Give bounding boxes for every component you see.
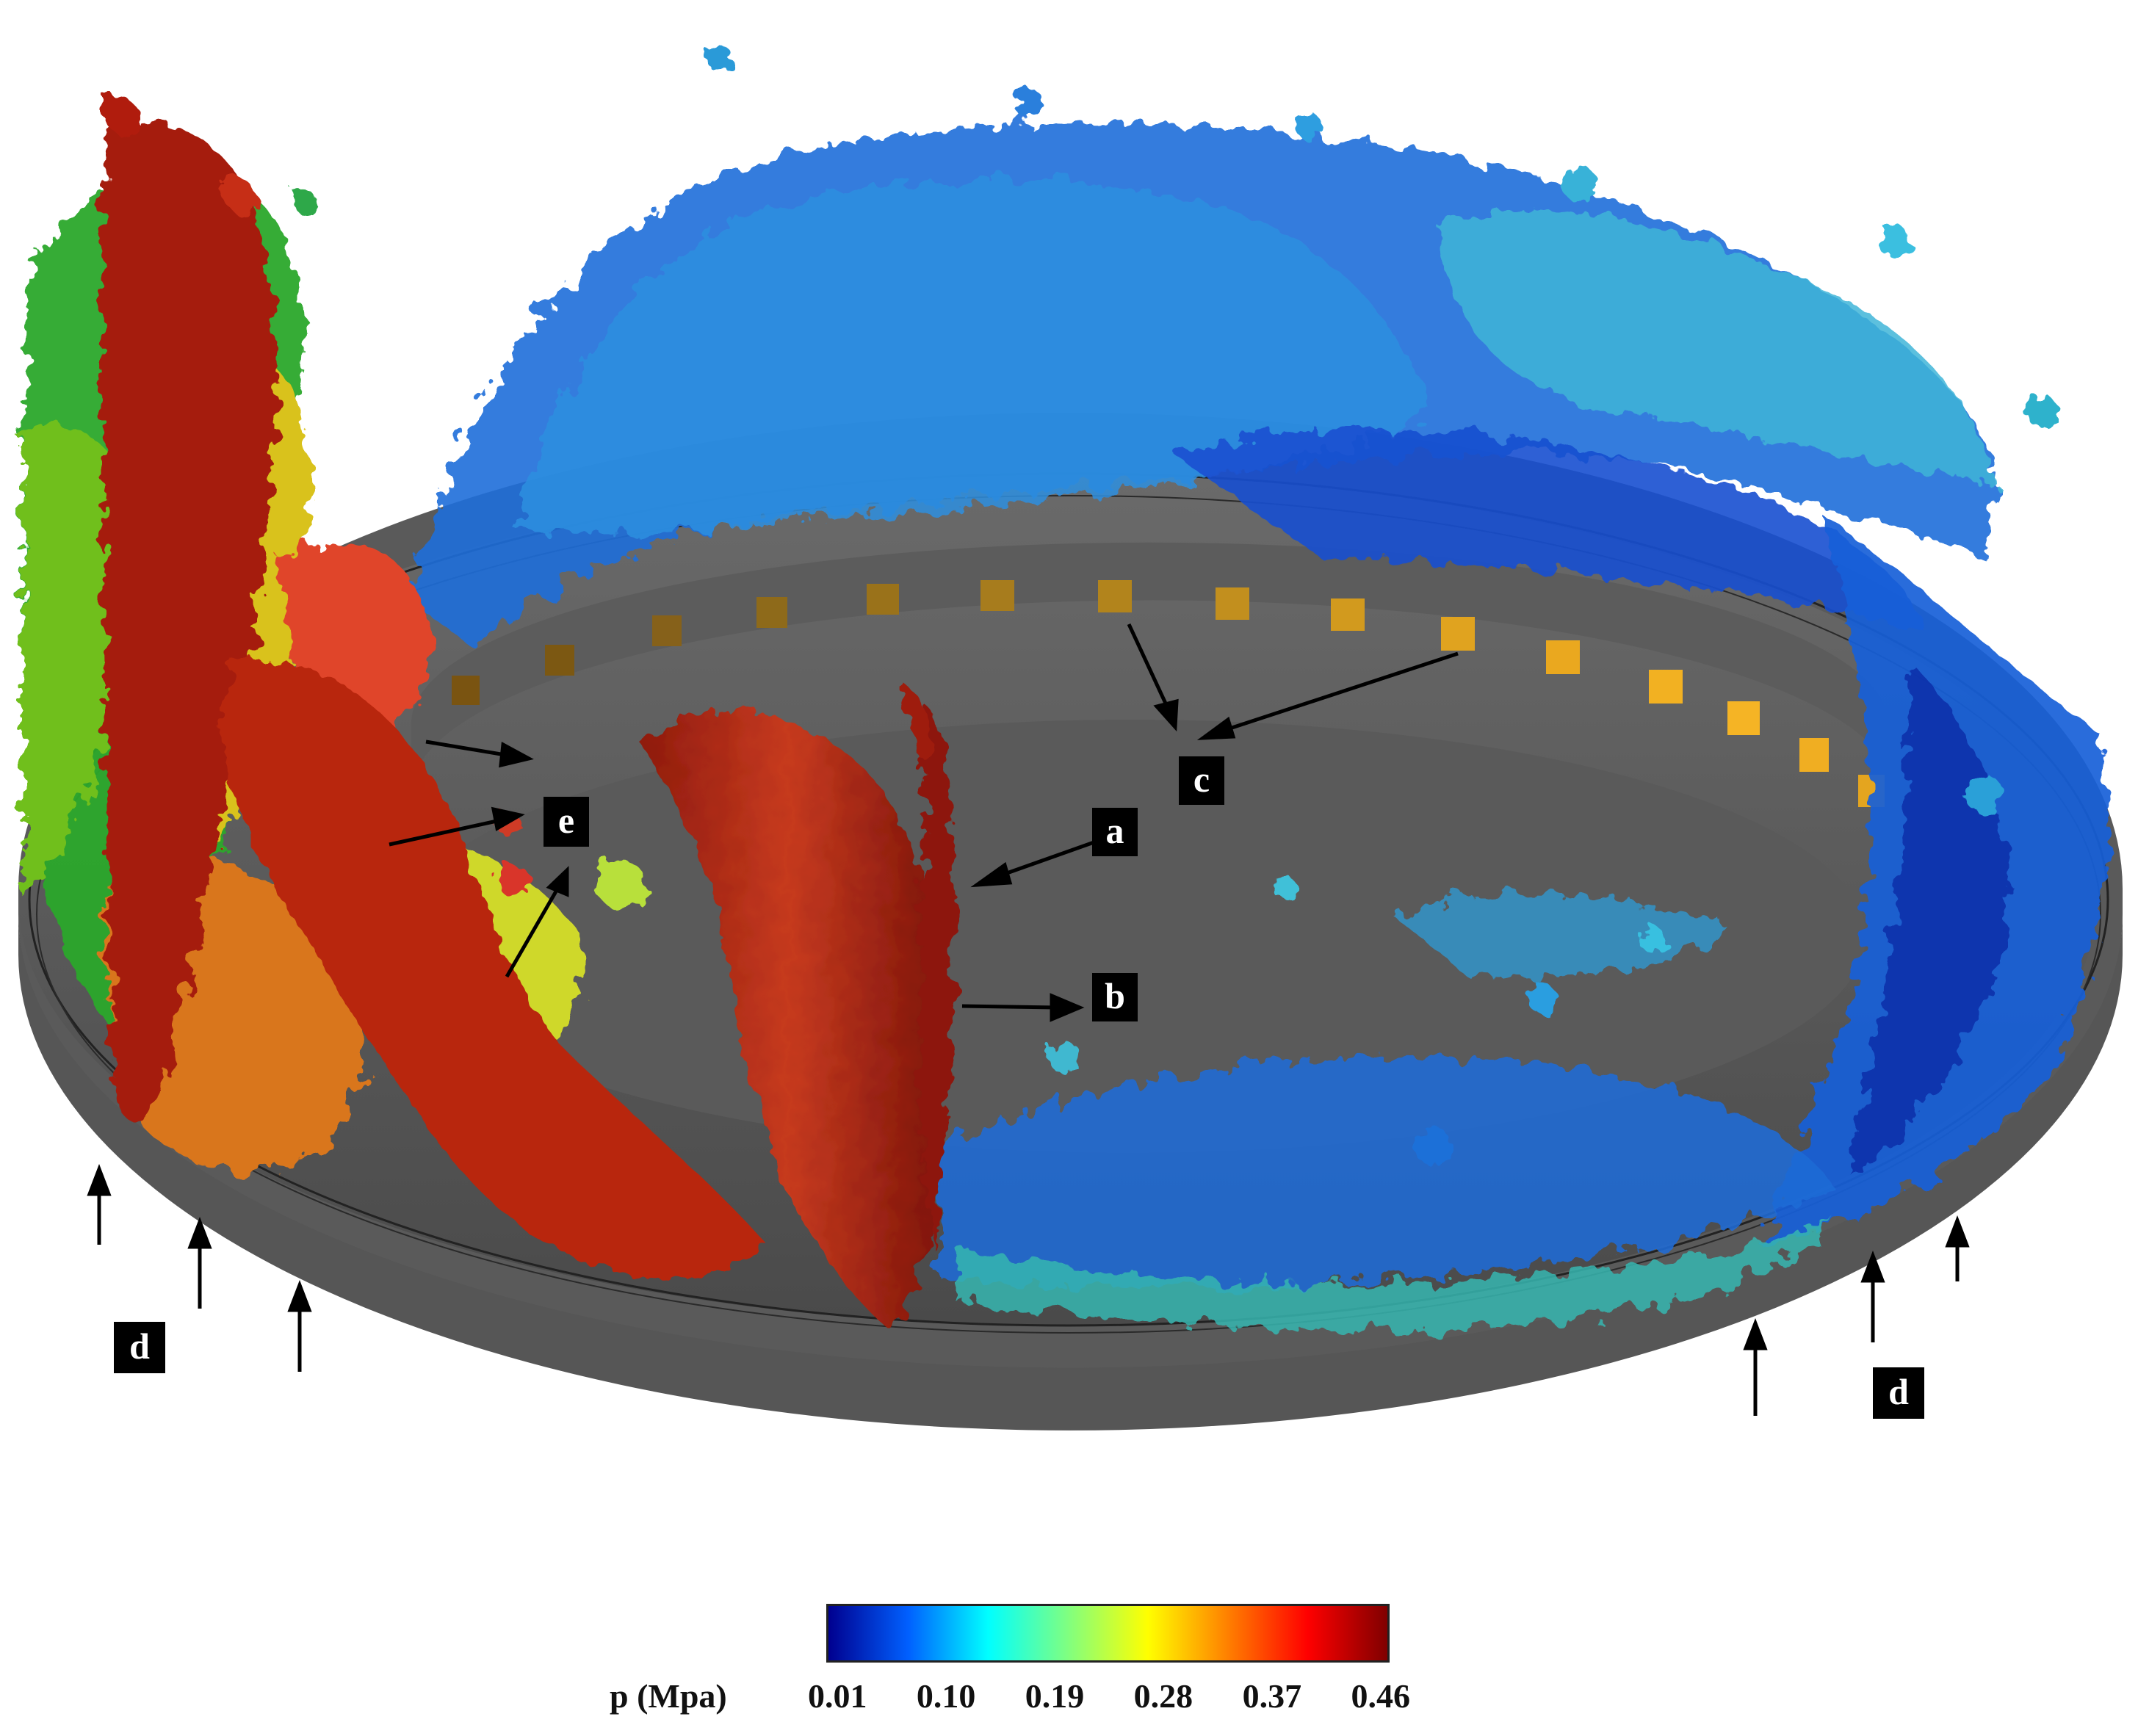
- low-pressure-fragments: [707, 46, 2058, 1165]
- label-d-right: d: [1873, 1367, 1924, 1419]
- colorbar-tick: 0.10: [916, 1677, 976, 1715]
- colorbar-tick: 0.28: [1133, 1677, 1193, 1715]
- colorbar-tick: 0.37: [1242, 1677, 1302, 1715]
- svg-text:d: d: [129, 1325, 150, 1367]
- label-b: b: [1092, 973, 1138, 1021]
- svg-text:b: b: [1105, 975, 1125, 1016]
- annotation-arrows: [87, 623, 1970, 1416]
- svg-text:c: c: [1193, 759, 1210, 800]
- injector-slots: [452, 580, 1885, 807]
- label-c: c: [1179, 756, 1224, 805]
- high-pressure-fragments: [103, 94, 530, 897]
- high-pressure-isosurfaces: [21, 123, 955, 1329]
- colorbar-tick: 0.46: [1351, 1677, 1410, 1715]
- low-pressure-isosurfaces: [411, 122, 2106, 1329]
- colorbar-tick: 0.01: [808, 1677, 867, 1715]
- label-d-left: d: [114, 1322, 165, 1373]
- colorbar-title: p (Mpa): [610, 1677, 727, 1715]
- svg-text:d: d: [1888, 1371, 1909, 1412]
- label-a: a: [1092, 808, 1138, 856]
- svg-text:e: e: [558, 800, 574, 841]
- svg-text:a: a: [1106, 810, 1124, 851]
- pressure-colorbar: [826, 1604, 1390, 1663]
- colorbar-tick: 0.19: [1025, 1677, 1085, 1715]
- colorbar-ticks: 0.01 0.10 0.19 0.28 0.37 0.46: [808, 1677, 1410, 1715]
- label-e: e: [543, 797, 589, 847]
